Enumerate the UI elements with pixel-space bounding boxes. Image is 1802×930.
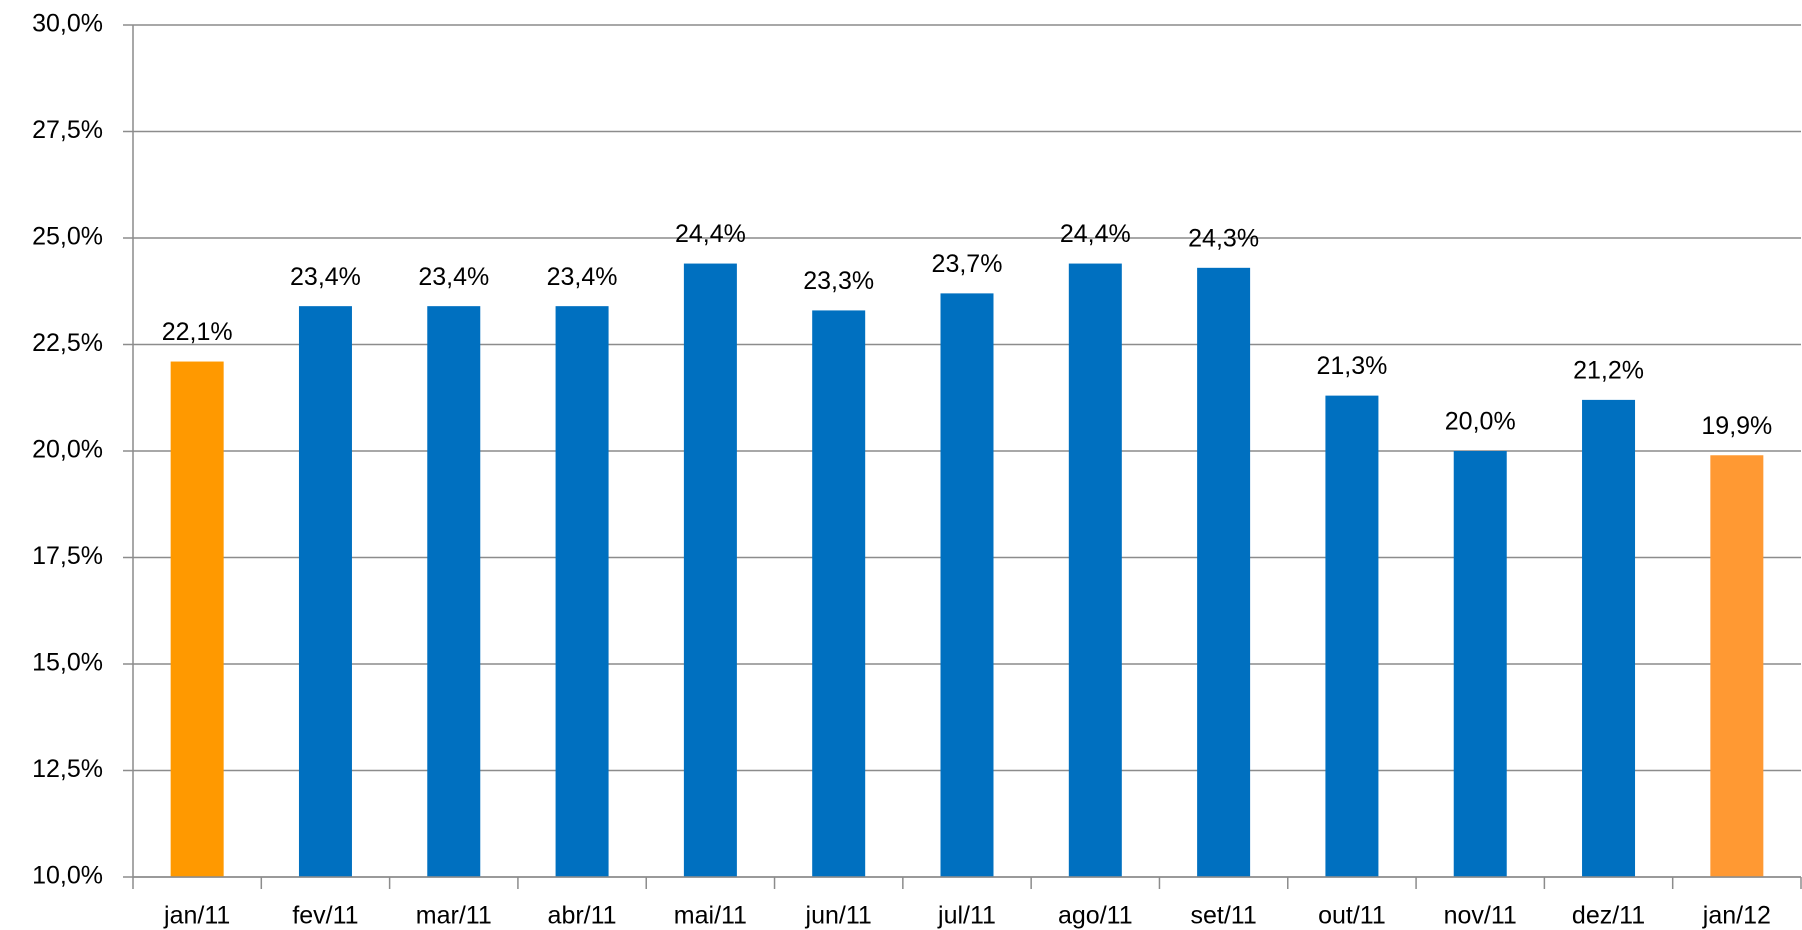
bar	[1068, 263, 1122, 877]
y-tick-label: 22,5%	[32, 329, 103, 357]
x-tick-label: mar/11	[416, 902, 492, 930]
x-tick-label: jan/12	[1702, 902, 1771, 930]
bar	[1582, 399, 1636, 877]
x-tick-label: set/11	[1190, 902, 1256, 930]
bar	[170, 361, 224, 877]
value-label: 20,0%	[1445, 408, 1516, 436]
x-tick-label: jul/11	[937, 902, 996, 930]
x-tick-label: nov/11	[1444, 902, 1517, 930]
y-tick-label: 25,0%	[32, 223, 103, 251]
y-tick-label: 17,5%	[32, 542, 103, 570]
y-tick-label: 12,5%	[32, 755, 103, 783]
bar	[1197, 267, 1251, 877]
x-tick-label: fev/11	[292, 902, 358, 930]
x-tick-label: mai/11	[674, 902, 747, 930]
bar	[555, 306, 609, 877]
x-tick-label: jan/11	[163, 902, 230, 930]
y-tick-label: 27,5%	[32, 116, 103, 144]
value-label: 23,7%	[932, 250, 1003, 278]
bar	[812, 310, 866, 877]
value-label: 24,4%	[1060, 220, 1131, 248]
value-label: 23,3%	[803, 267, 874, 295]
bar	[427, 306, 481, 877]
value-label: 23,4%	[547, 263, 618, 291]
y-tick-label: 30,0%	[32, 10, 103, 38]
bar	[683, 263, 737, 877]
y-tick-label: 10,0%	[32, 862, 103, 890]
value-label: 24,3%	[1188, 224, 1259, 252]
value-label: 23,4%	[418, 263, 489, 291]
value-label: 22,1%	[162, 318, 233, 346]
bar	[1453, 451, 1507, 877]
value-label: 24,4%	[675, 220, 746, 248]
bar	[940, 293, 994, 877]
y-tick-label: 20,0%	[32, 436, 103, 464]
bar	[1325, 395, 1379, 877]
x-tick-label: ago/11	[1058, 902, 1133, 930]
x-tick-label: out/11	[1318, 902, 1386, 930]
x-tick-label: jun/11	[805, 902, 872, 930]
value-label: 21,2%	[1573, 356, 1644, 384]
y-tick-label: 15,0%	[32, 649, 103, 677]
bar	[298, 306, 352, 877]
x-tick-label: dez/11	[1572, 902, 1645, 930]
value-label: 19,9%	[1701, 412, 1772, 440]
value-label: 23,4%	[290, 263, 361, 291]
value-label: 21,3%	[1316, 352, 1387, 380]
bar	[1710, 455, 1764, 877]
x-tick-label: abr/11	[548, 902, 617, 930]
